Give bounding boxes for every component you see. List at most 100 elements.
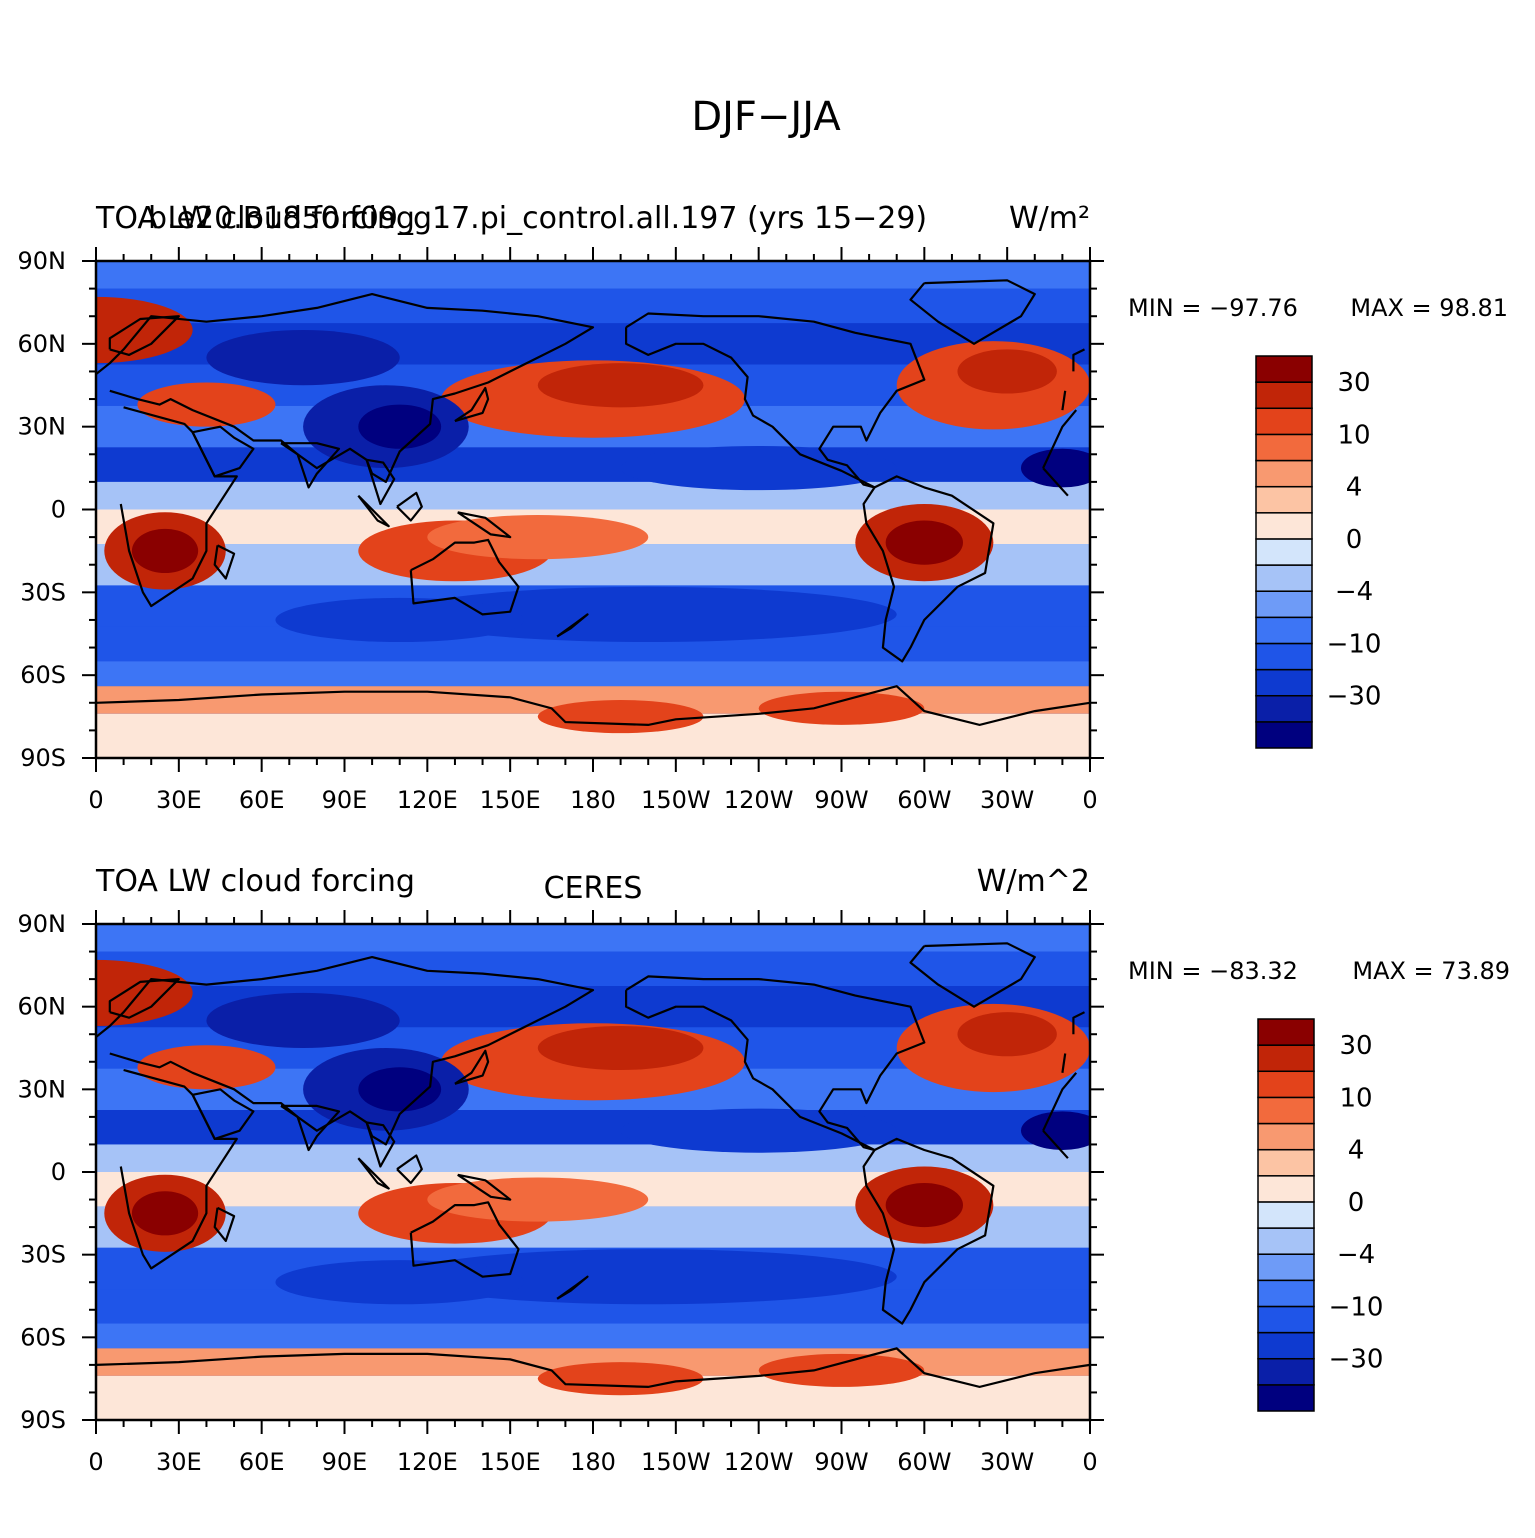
- field-band: [96, 951, 1090, 986]
- colorbar-bin: [1255, 381, 1313, 410]
- panel-left-title-obs: TOA LW cloud forcing: [95, 864, 415, 899]
- field-anomaly: [885, 520, 963, 565]
- lon-tick-label: 90E: [322, 1448, 368, 1476]
- coastline-europeAsia: [96, 293, 1067, 483]
- field-band: [96, 1323, 1090, 1349]
- colorbar-bin: [1257, 1384, 1315, 1412]
- field-band: [96, 288, 1090, 324]
- coastline-scandinavia: [108, 978, 180, 1019]
- field-anomaly: [885, 1183, 963, 1228]
- lat-tick-label: 60N: [18, 330, 67, 358]
- lon-tick-label: 30W: [980, 786, 1034, 814]
- lon-tick-label: 90W: [814, 1448, 868, 1476]
- lon-tick-label: 60E: [239, 1448, 285, 1476]
- field-anomaly: [957, 1012, 1057, 1057]
- field-anomaly: [137, 382, 276, 427]
- lon-tick-label: 30E: [156, 1448, 202, 1476]
- field-anomaly: [96, 296, 193, 364]
- field-anomaly: [957, 349, 1057, 394]
- field-anomaly: [537, 1362, 704, 1396]
- colorbar-bin: [1255, 433, 1313, 462]
- coastline-newguinea: [457, 511, 512, 539]
- coastline-southAmerica: [862, 1137, 995, 1325]
- field-anomaly: [620, 445, 897, 491]
- panel-left-title-model: TOA LW cloud forcing: [95, 201, 415, 236]
- lon-tick-label: 0: [88, 1448, 103, 1476]
- colorbar-label: 0: [1346, 525, 1363, 555]
- coastline-greenland: [909, 942, 1036, 1008]
- panel-center-title-obs: CERES: [544, 871, 643, 906]
- lon-tick-label: 180: [570, 1448, 616, 1476]
- coastline-madagascar: [213, 1206, 236, 1242]
- lon-tick-label: 120E: [397, 786, 458, 814]
- coastline-madagascar: [213, 544, 236, 580]
- lon-tick-label: 30W: [980, 1448, 1034, 1476]
- colorbar-bin: [1255, 668, 1313, 697]
- lon-tick-label: 60W: [897, 1448, 951, 1476]
- colorbar-bin: [1257, 1331, 1315, 1360]
- colorbar-bin: [1255, 590, 1313, 619]
- colorbar-bin: [1257, 1148, 1315, 1177]
- coastline-sumatra: [357, 494, 390, 528]
- lat-tick-label: 0: [51, 496, 66, 524]
- lat-tick-label: 60N: [18, 993, 67, 1021]
- field-band: [96, 1110, 1090, 1145]
- field-anomaly: [1020, 1111, 1090, 1150]
- lon-tick-label: 180: [570, 786, 616, 814]
- coastline-sumatra: [357, 1157, 390, 1190]
- colorbar-bin: [1257, 1175, 1315, 1203]
- colorbar-obs: 30 10 4 0 −4 −10 −30: [1257, 1018, 1384, 1412]
- colorbar-label: −30: [1329, 1345, 1384, 1375]
- coastline-africa: [119, 1068, 1078, 1270]
- coastline-uk: [1072, 348, 1085, 372]
- panel-case-title-model: b.e20.B1850.f09_g17.pi_control.all.197 (…: [148, 201, 927, 236]
- lon-tick-label: 120W: [724, 1448, 794, 1476]
- field-anomaly: [399, 1249, 897, 1305]
- field-band: [96, 447, 1090, 482]
- panel-units-model: W/m²: [1009, 201, 1090, 236]
- coastline-uk: [1072, 1011, 1085, 1035]
- coastline-nz: [556, 1275, 589, 1300]
- lon-tick-label: 30E: [156, 786, 202, 814]
- colorbar-bin: [1257, 1044, 1315, 1073]
- lon-tick-label: 0: [88, 786, 103, 814]
- lat-tick-label: 30S: [20, 578, 66, 606]
- colorbar-bin: [1255, 538, 1313, 566]
- lon-tick-label: 60E: [239, 786, 285, 814]
- lon-tick-label: 150E: [480, 1448, 541, 1476]
- coastlines-obs: [96, 942, 1090, 1389]
- lon-tick-label: 60W: [897, 786, 951, 814]
- coastline-scandinavia: [108, 315, 180, 356]
- coastline-africa: [119, 406, 1078, 608]
- colorbar-label: 30: [1339, 1031, 1372, 1061]
- lon-tick-label: 120E: [397, 1448, 458, 1476]
- field-anomaly: [427, 515, 649, 560]
- max-label-model: MAX = 98.81: [1350, 294, 1508, 322]
- coastline-northAmerica: [625, 975, 926, 1152]
- coastline-arabia: [191, 425, 255, 478]
- lat-tick-label: 90S: [20, 1406, 66, 1434]
- lon-tick-label: 90W: [814, 786, 868, 814]
- colorbar-bin: [1257, 1357, 1315, 1386]
- lon-tick-label: 150W: [641, 786, 711, 814]
- coastline-seasia: [365, 458, 396, 506]
- colorbar-bin: [1255, 616, 1313, 645]
- coastline-antarctica: [96, 1347, 1090, 1389]
- field-anomaly: [131, 1191, 199, 1236]
- field-anomaly: [427, 1177, 649, 1222]
- coastline-india: [280, 1104, 341, 1152]
- lon-tick-label: 0: [1082, 786, 1097, 814]
- field-band: [96, 261, 1090, 289]
- colorbar-bin: [1255, 512, 1313, 540]
- lon-tick-label: 120W: [724, 786, 794, 814]
- coastline-seasia: [365, 1121, 396, 1168]
- field-anomaly: [358, 404, 442, 449]
- colorbar-bin: [1257, 1201, 1315, 1229]
- lat-tick-label: 0: [51, 1158, 66, 1186]
- field-anomaly: [206, 330, 400, 386]
- coastline-australia: [409, 538, 520, 616]
- field-anomaly: [537, 1025, 704, 1071]
- lat-tick-label: 60S: [20, 661, 66, 689]
- coastlines-model: [96, 279, 1090, 727]
- colorbar-bin: [1255, 485, 1313, 514]
